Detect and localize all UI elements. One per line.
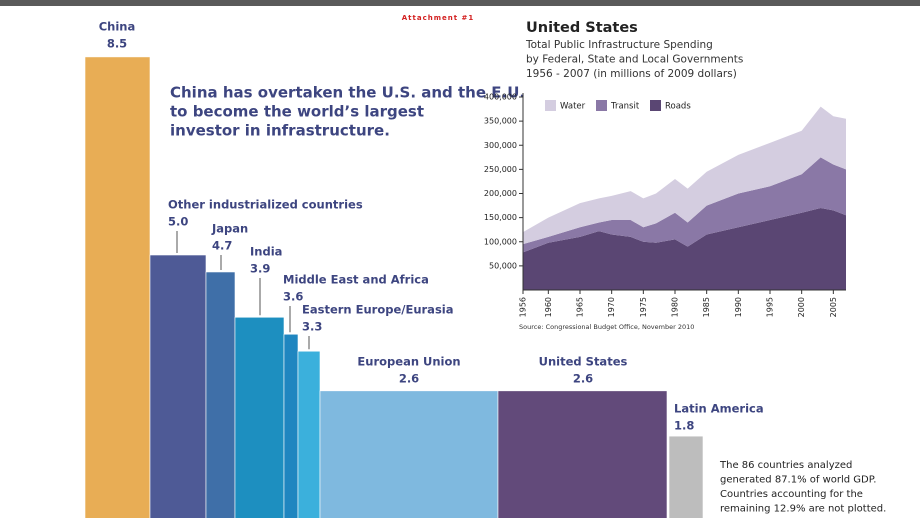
bar-name: Japan xyxy=(211,222,248,236)
y-tick-label: 50,000 xyxy=(489,261,517,270)
inset-subtitle: by Federal, State and Local Governments xyxy=(526,54,743,66)
x-tick-label: 1990 xyxy=(734,297,743,317)
bar-value: 2.6 xyxy=(399,372,419,386)
bar xyxy=(84,56,151,518)
headline: investor in infrastructure. xyxy=(170,122,390,140)
bar-name: European Union xyxy=(357,355,460,369)
x-tick-label: 1995 xyxy=(766,297,775,317)
x-tick-label: 2005 xyxy=(829,297,838,317)
y-tick-label: 100,000 xyxy=(484,237,517,246)
y-tick-label: 400,000 xyxy=(484,93,517,102)
area xyxy=(523,106,846,245)
bar-value: 8.5 xyxy=(107,37,127,51)
y-tick-label: 350,000 xyxy=(484,117,517,126)
footnote: generated 87.1% of world GDP. xyxy=(720,475,876,486)
bar-value: 3.9 xyxy=(250,262,270,276)
x-tick-label: 1985 xyxy=(702,297,711,317)
bar xyxy=(319,390,499,518)
x-tick-label: 1956 xyxy=(519,297,528,317)
x-tick-label: 1965 xyxy=(576,297,585,317)
bar-value: 3.6 xyxy=(283,290,303,304)
source: Source: Congressional Budget Office, Nov… xyxy=(519,323,694,331)
bar-value: 3.3 xyxy=(302,320,322,334)
footnote: The 86 countries analyzed xyxy=(719,460,852,471)
legend-swatch xyxy=(545,100,556,111)
x-tick-label: 2000 xyxy=(797,297,806,317)
inset-title: United States xyxy=(526,20,638,36)
x-tick-label: 1980 xyxy=(671,297,680,317)
bar-name: Middle East and Africa xyxy=(283,273,429,287)
bar-value: 4.7 xyxy=(212,239,232,253)
legend-swatch xyxy=(650,100,661,111)
bar-value: 5.0 xyxy=(168,215,188,229)
bar-name: China xyxy=(99,20,136,34)
bar-value: 1.8 xyxy=(674,419,694,433)
x-tick-label: 1970 xyxy=(607,297,616,317)
footnote: Countries accounting for the xyxy=(720,489,863,500)
bar-name: India xyxy=(250,245,282,259)
bar xyxy=(234,316,285,518)
bar-value: 2.6 xyxy=(573,372,593,386)
y-tick-label: 200,000 xyxy=(484,189,517,198)
bar xyxy=(205,271,236,518)
area xyxy=(523,207,846,290)
legend-swatch xyxy=(596,100,607,111)
legend-label: Transit xyxy=(610,102,640,112)
y-tick-label: 300,000 xyxy=(484,141,517,150)
bar-name: Eastern Europe/Eurasia xyxy=(302,303,454,317)
attachment-label: Attachment #1 xyxy=(402,14,475,22)
area xyxy=(523,157,846,253)
top-strip xyxy=(0,0,920,6)
bar-name: United States xyxy=(539,355,628,369)
bar xyxy=(297,350,321,518)
headline: to become the world’s largest xyxy=(170,103,424,121)
bar-name: Other industrialized countries xyxy=(168,198,363,212)
bar xyxy=(283,333,299,518)
bar xyxy=(149,254,207,518)
x-tick-label: 1960 xyxy=(544,297,553,317)
bar xyxy=(497,390,668,518)
footnote: remaining 12.9% are not plotted. xyxy=(720,504,886,515)
headline: China has overtaken the U.S. and the E.U… xyxy=(170,84,525,102)
legend-label: Roads xyxy=(665,102,691,112)
inset-subtitle: Total Public Infrastructure Spending xyxy=(525,39,713,51)
y-tick-label: 250,000 xyxy=(484,165,517,174)
bar xyxy=(668,435,704,518)
legend-label: Water xyxy=(560,102,586,112)
y-tick-label: 150,000 xyxy=(484,213,517,222)
inset-subtitle: 1956 - 2007 (in millions of 2009 dollars… xyxy=(526,68,737,80)
bar-name: Latin America xyxy=(674,402,764,416)
x-tick-label: 1975 xyxy=(639,297,648,317)
